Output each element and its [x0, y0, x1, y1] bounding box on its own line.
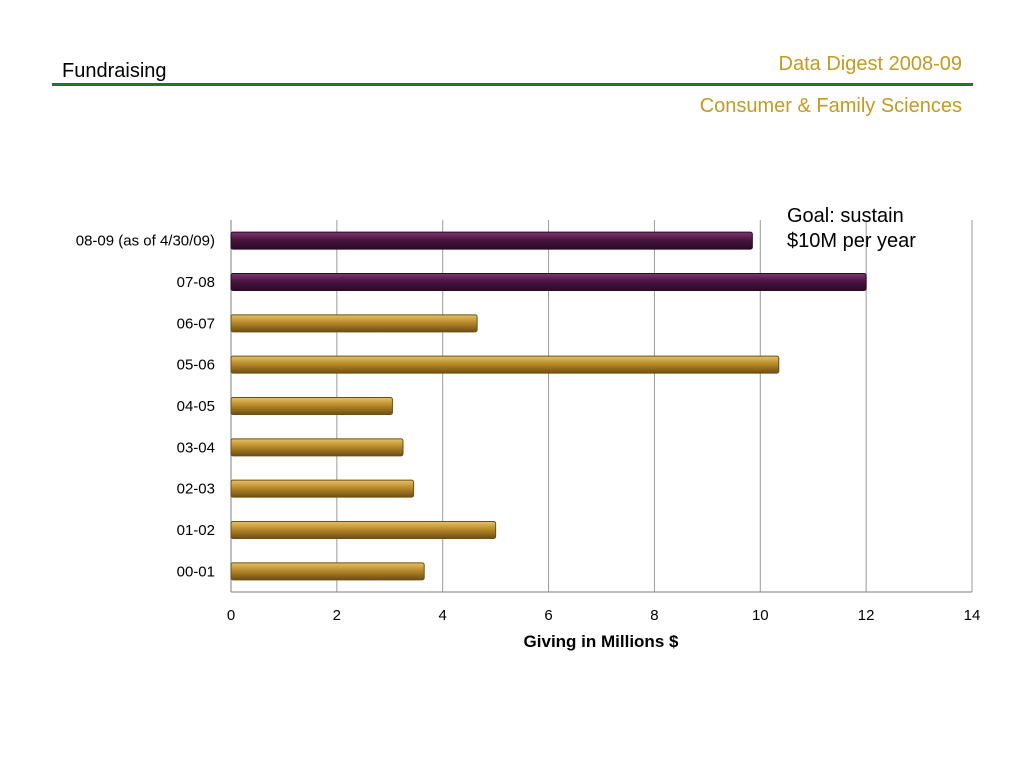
header-divider	[52, 83, 973, 86]
bar	[230, 355, 780, 374]
bar	[230, 273, 867, 291]
x-tick-label: 4	[439, 607, 447, 624]
section-title: Fundraising	[62, 60, 167, 82]
bar	[230, 479, 415, 498]
x-axis-title: Giving in Millions $	[524, 632, 679, 651]
bar	[230, 438, 404, 457]
category-label: 07-08	[177, 274, 215, 291]
bar	[230, 231, 753, 250]
bar	[230, 562, 425, 581]
goal-annotation: Goal: sustain $10M per year	[787, 204, 916, 254]
x-tick-label: 14	[964, 607, 981, 624]
goal-annotation-line-2: $10M per year	[787, 230, 916, 252]
x-tick-label: 2	[333, 607, 341, 624]
x-tick-label: 10	[752, 607, 769, 624]
category-label: 05-06	[177, 357, 215, 374]
category-label: 06-07	[177, 315, 215, 332]
bar	[230, 314, 478, 333]
category-label: 02-03	[177, 481, 215, 498]
category-labels: 08-09 (as of 4/30/09) 07-08 06-07 05-06 04-0…	[76, 233, 215, 581]
report-title: Data Digest 2008-09	[778, 53, 962, 75]
category-label: 04-05	[177, 398, 215, 415]
goal-annotation-line-1: Goal: sustain	[787, 205, 904, 227]
x-tick-labels: 0 2 4 6 8 10 12 14	[227, 607, 981, 624]
x-tick-label: 12	[858, 607, 875, 624]
bar	[230, 397, 393, 415]
bar	[230, 521, 497, 539]
category-label: 08-09 (as of 4/30/09)	[76, 233, 215, 250]
college-name: Consumer & Family Sciences	[699, 95, 962, 117]
x-tick-label: 0	[227, 607, 235, 624]
bars	[230, 231, 867, 581]
category-label: 01-02	[177, 522, 215, 539]
category-label: 00-01	[177, 563, 215, 580]
x-tick-label: 8	[650, 607, 658, 624]
x-tick-label: 6	[544, 607, 552, 624]
category-label: 03-04	[177, 439, 215, 456]
